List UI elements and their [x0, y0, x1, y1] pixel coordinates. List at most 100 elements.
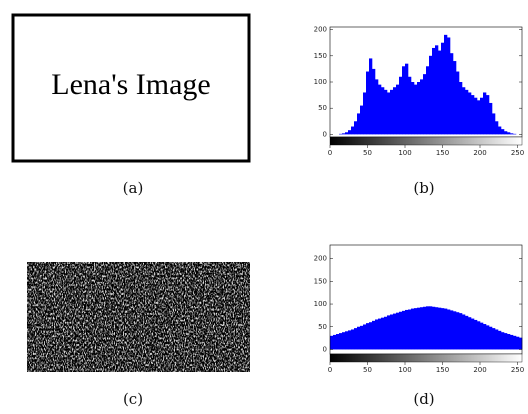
- bar: [432, 307, 435, 350]
- bar: [462, 87, 465, 134]
- bar: [471, 319, 474, 350]
- figure: Lena's Image (a) (c) 0501001502000501001…: [0, 0, 528, 414]
- bar: [447, 309, 450, 349]
- bar: [450, 310, 453, 349]
- bar: [435, 45, 438, 134]
- bar: [375, 319, 378, 349]
- bar: [453, 61, 456, 134]
- caption: (c): [123, 390, 143, 408]
- bar: [351, 329, 354, 349]
- bar: [357, 327, 360, 350]
- bar: [462, 314, 465, 349]
- bar: [384, 317, 387, 350]
- bar: [405, 64, 408, 135]
- bar: [414, 85, 417, 135]
- bar: [375, 79, 378, 134]
- x-tick-label: 100: [398, 149, 411, 157]
- bar: [354, 121, 357, 134]
- bar: [342, 332, 345, 349]
- bar: [345, 331, 348, 349]
- bar: [363, 324, 366, 349]
- bar: [390, 90, 393, 135]
- bar: [456, 312, 459, 349]
- bar: [492, 113, 495, 134]
- bar: [357, 113, 360, 134]
- bar: [348, 130, 351, 134]
- bar: [504, 131, 507, 134]
- caption: (b): [413, 179, 434, 197]
- bar: [438, 51, 441, 135]
- x-tick-label: 150: [436, 366, 449, 374]
- x-tick-label: 50: [363, 366, 372, 374]
- y-tick-label: 100: [314, 78, 327, 86]
- bar: [411, 309, 414, 350]
- bar: [399, 77, 402, 135]
- bar: [354, 328, 357, 349]
- bar: [405, 310, 408, 350]
- bar: [444, 309, 447, 350]
- bar: [411, 82, 414, 134]
- bar: [417, 308, 420, 350]
- x-tick-label: 200: [473, 366, 486, 374]
- caption: (d): [413, 390, 434, 408]
- y-tick-label: 0: [323, 345, 327, 353]
- bar: [381, 87, 384, 134]
- bar: [381, 318, 384, 350]
- bar: [486, 95, 489, 134]
- bar: [456, 72, 459, 135]
- bar: [420, 79, 423, 134]
- bar: [330, 336, 333, 350]
- bar: [495, 329, 498, 349]
- bar: [501, 129, 504, 134]
- bar: [387, 315, 390, 349]
- bar: [387, 92, 390, 134]
- bar: [477, 100, 480, 134]
- bar: [360, 106, 363, 135]
- bar: [474, 98, 477, 135]
- bar: [336, 334, 339, 349]
- bar: [426, 66, 429, 134]
- bar: [507, 132, 510, 134]
- bar: [372, 69, 375, 134]
- bar: [507, 334, 510, 349]
- bar: [408, 309, 411, 349]
- y-tick-label: 150: [314, 277, 327, 285]
- bar: [495, 121, 498, 134]
- bar: [369, 322, 372, 349]
- y-tick-label: 0: [323, 130, 327, 138]
- bar: [372, 321, 375, 350]
- bar: [429, 56, 432, 135]
- bar: [510, 335, 513, 350]
- bar: [435, 307, 438, 349]
- bar: [453, 311, 456, 349]
- bar: [366, 323, 369, 349]
- y-tick-label: 200: [314, 255, 327, 263]
- bar: [345, 132, 348, 134]
- x-tick-label: 50: [363, 149, 372, 157]
- bar: [501, 332, 504, 349]
- caption: (a): [123, 179, 144, 197]
- bar: [351, 127, 354, 135]
- bar: [360, 326, 363, 350]
- bar: [489, 327, 492, 350]
- gray-scale-bar: [330, 354, 522, 362]
- y-tick-label: 50: [318, 104, 327, 112]
- bar: [474, 320, 477, 350]
- bar: [408, 77, 411, 135]
- bar: [402, 66, 405, 134]
- bar: [348, 330, 351, 349]
- bar: [447, 37, 450, 134]
- bar: [444, 35, 447, 135]
- bar: [363, 92, 366, 134]
- bar: [441, 43, 444, 135]
- bar: [420, 307, 423, 349]
- bar: [465, 90, 468, 135]
- bar: [480, 323, 483, 350]
- bar: [369, 58, 372, 134]
- bar: [339, 333, 342, 349]
- bar: [417, 82, 420, 134]
- bar: [465, 316, 468, 350]
- bar: [510, 133, 513, 134]
- gray-scale-bar: [330, 137, 522, 145]
- bar: [471, 95, 474, 134]
